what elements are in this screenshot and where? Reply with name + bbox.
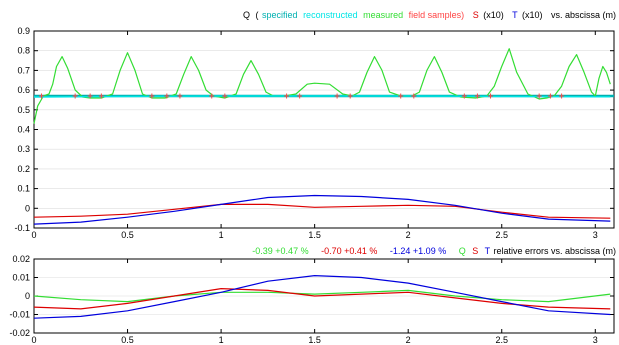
top-title-reconstructed: reconstructed xyxy=(303,10,358,20)
top-title-t-scale: (x10) xyxy=(522,10,543,20)
top-title-s-scale: (x10) xyxy=(483,10,504,20)
top-x-tick-label: 1.5 xyxy=(308,230,321,240)
field-sample-point xyxy=(461,93,467,99)
top-title-measured: measured xyxy=(363,10,403,20)
field-sample-point xyxy=(334,93,340,99)
top-series-measured xyxy=(33,48,611,124)
top-title-vs: vs. abscissa (m) xyxy=(551,10,616,20)
field-sample-point xyxy=(488,93,494,99)
top-series-reconstructed xyxy=(33,95,611,98)
top-title: Q ( specified reconstructed measured fie… xyxy=(243,10,616,20)
field-sample-point xyxy=(398,93,404,99)
top-x-tick-label: 2 xyxy=(406,230,411,240)
bottom-x-tick-label: 1.5 xyxy=(308,335,321,345)
field-sample-point xyxy=(411,93,417,99)
field-sample-point xyxy=(222,93,228,99)
bottom-title-vs: relative errors vs. abscissa (m) xyxy=(493,246,616,256)
bottom-x-tick-label: 0.5 xyxy=(121,335,134,345)
bottom-x-tick-label: 0 xyxy=(31,335,36,345)
bottom-y-tick-label: 0.02 xyxy=(12,254,30,264)
field-sample-point xyxy=(297,93,303,99)
top-y-tick-label: 0.8 xyxy=(17,46,30,56)
top-y-tick-label: 0.6 xyxy=(17,85,30,95)
top-y-tick-label: 0.1 xyxy=(17,184,30,194)
top-title-specified: specified xyxy=(262,10,298,20)
field-sample-point xyxy=(72,93,78,99)
field-sample-point xyxy=(38,93,44,99)
top-series-t xyxy=(33,194,611,225)
bottom-y-tick-label: 0.01 xyxy=(12,273,30,283)
top-x-tick-label: 2.5 xyxy=(495,230,508,240)
field-sample-point xyxy=(98,93,104,99)
top-x-tick-label: 3 xyxy=(593,230,598,240)
top-x-tick-label: 0 xyxy=(31,230,36,240)
top-y-tick-label: 0.7 xyxy=(17,65,30,75)
field-sample-point xyxy=(209,93,215,99)
top-title-s: S xyxy=(473,10,479,20)
top-y-tick-label: 0.4 xyxy=(17,125,30,135)
field-sample-point xyxy=(87,93,93,99)
bottom-x-tick-label: 1 xyxy=(219,335,224,345)
bottom-x-tick-label: 2.5 xyxy=(495,335,508,345)
bottom-title-s-err: -0.70 +0.41 % xyxy=(321,246,377,256)
bottom-y-tick-label: -0.02 xyxy=(9,328,30,338)
bottom-title-t-err: -1.24 +1.09 % xyxy=(390,246,446,256)
field-sample-point xyxy=(474,93,480,99)
field-sample-point xyxy=(347,93,353,99)
field-sample-point xyxy=(164,93,170,99)
top-title-field-samples: field samples) xyxy=(409,10,465,20)
top-plot: 0 0.5 1 1.5 2 2.5 3-0.100.10.20.30.40.50.60.70… xyxy=(14,26,615,240)
bottom-title-q: Q xyxy=(459,246,466,256)
top-x-tick-label: 0.5 xyxy=(121,230,134,240)
bottom-series-s xyxy=(33,288,611,310)
bottom-y-tick-label: 0 xyxy=(25,291,30,301)
bottom-series-t xyxy=(33,275,611,319)
field-sample-point xyxy=(284,93,290,99)
top-y-tick-label: 0.5 xyxy=(17,105,30,115)
bottom-plot: 0 0.5 1 1.5 2 2.5 3 -0.02 -0.01 0 0.01 0.02 xyxy=(9,254,615,345)
bottom-title-t: T xyxy=(485,246,491,256)
bottom-y-tick-label: -0.01 xyxy=(9,310,30,320)
bottom-title: -0.39 +0.47 % -0.70 +0.41 % -1.24 +1.09 … xyxy=(252,246,616,256)
top-title-t: T xyxy=(512,10,518,20)
bottom-title-s: S xyxy=(472,246,478,256)
bottom-series-q xyxy=(33,289,611,303)
top-y-tick-label: -0.1 xyxy=(14,223,30,233)
top-y-tick-label: 0 xyxy=(25,203,30,213)
top-y-tick-label: 0.3 xyxy=(17,144,30,154)
top-title-paren: ( xyxy=(256,10,259,20)
top-title-q: Q xyxy=(243,10,250,20)
top-y-tick-label: 0.9 xyxy=(17,26,30,36)
field-sample-point xyxy=(536,93,542,99)
field-sample-point xyxy=(559,93,565,99)
field-sample-point xyxy=(177,93,183,99)
top-series-s xyxy=(33,203,611,219)
field-sample-point xyxy=(149,93,155,99)
bottom-x-tick-label: 3 xyxy=(593,335,598,345)
field-sample-point xyxy=(547,93,553,99)
top-y-tick-label: 0.2 xyxy=(17,164,30,174)
top-x-tick-label: 1 xyxy=(219,230,224,240)
bottom-x-tick-label: 2 xyxy=(406,335,411,345)
bottom-title-q-err: -0.39 +0.47 % xyxy=(252,246,308,256)
